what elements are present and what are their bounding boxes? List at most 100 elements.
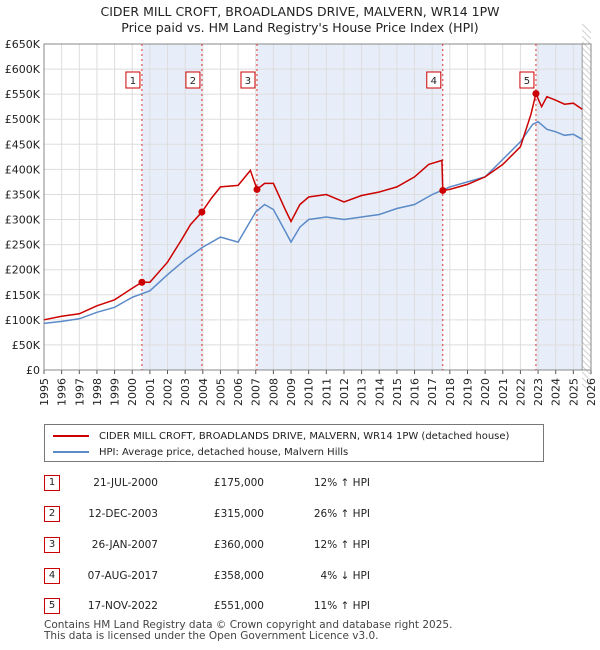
projection-hatch [581, 215, 592, 226]
x-tick-label: 2025 [567, 378, 580, 406]
x-tick-label: 2013 [356, 378, 369, 406]
projection-hatch [581, 173, 592, 184]
projection-hatch [581, 269, 592, 280]
legend-label-hpi: HPI: Average price, detached house, Malv… [99, 446, 349, 458]
projection-hatch [581, 197, 592, 208]
projection-hatch [581, 383, 592, 394]
sale-date: 12-DEC-2003 [88, 508, 158, 520]
x-tick-label: 2016 [409, 378, 422, 406]
chart-title: CIDER MILL CROFT, BROADLANDS DRIVE, MALV… [100, 4, 500, 19]
projection-hatch [581, 323, 592, 334]
x-tick-label: 2023 [532, 378, 545, 406]
sale-date: 26-JAN-2007 [91, 539, 158, 551]
projection-hatch [581, 353, 592, 364]
projection-hatch [581, 65, 592, 76]
legend-item-hpi: HPI: Average price, detached house, Malv… [53, 444, 348, 460]
y-tick-label: £300K [5, 214, 41, 227]
sale-date: 07-AUG-2017 [87, 570, 158, 582]
projection-hatch [581, 305, 592, 316]
projection-hatch [581, 101, 592, 112]
x-tick-label: 2024 [550, 378, 563, 406]
x-tick-label: 1998 [91, 378, 104, 406]
projection-hatch [581, 59, 592, 70]
sale-hpi-diff: 12% ↑ HPI [313, 477, 370, 489]
projection-hatch [581, 23, 592, 34]
sale-point [439, 186, 447, 194]
projection-hatch [581, 107, 592, 118]
projection-hatch [581, 257, 592, 268]
y-tick-label: £350K [5, 188, 41, 201]
sale-date: 17-NOV-2022 [87, 600, 158, 612]
sale-label-number: 4 [431, 76, 437, 87]
x-tick-label: 2002 [162, 378, 175, 406]
y-tick-label: £50K [12, 339, 41, 352]
x-tick-label: 2006 [232, 378, 245, 406]
x-tick-label: 1995 [38, 378, 51, 406]
projection-hatch [581, 377, 592, 388]
projection-hatch [581, 359, 592, 370]
sale-number: 5 [44, 598, 60, 614]
sale-label-box [240, 71, 256, 89]
ownership-shade [141, 44, 202, 370]
x-tick-label: 2010 [303, 378, 316, 406]
sale-price: £315,000 [213, 508, 264, 520]
x-tick-label: 2004 [197, 378, 210, 406]
projection-hatch [581, 119, 592, 130]
sale-number: 4 [44, 568, 60, 584]
projection-hatch [581, 203, 592, 214]
projection-hatch [581, 95, 592, 106]
x-tick-label: 2021 [497, 378, 510, 406]
projection-hatch [581, 209, 592, 220]
y-tick-label: £500K [5, 113, 41, 126]
projection-hatch [581, 191, 592, 202]
y-tick-label: £600K [5, 63, 41, 76]
sale-point [253, 185, 261, 193]
x-tick-label: 2026 [585, 378, 598, 406]
sale-number: 3 [44, 537, 60, 553]
projection-hatch [581, 251, 592, 262]
y-tick-label: £400K [5, 163, 41, 176]
projection-hatch [581, 113, 592, 124]
projection-hatch [581, 155, 592, 166]
property-series-line [43, 91, 583, 321]
footer-attribution: Contains HM Land Registry data © Crown c… [44, 620, 452, 642]
projection-hatch [581, 47, 592, 58]
x-tick-label: 2014 [373, 378, 386, 406]
y-tick-label: £250K [5, 239, 41, 252]
sale-point [138, 278, 146, 286]
y-tick-label: £150K [5, 289, 41, 302]
x-tick-label: 2019 [461, 378, 474, 406]
x-tick-label: 2017 [426, 378, 439, 406]
sale-hpi-diff: 12% ↑ HPI [313, 539, 370, 551]
chart-subtitle: Price paid vs. HM Land Registry's House … [121, 20, 479, 35]
x-tick-label: 2007 [250, 378, 263, 406]
sale-number: 2 [44, 506, 60, 522]
projection-hatch [581, 131, 592, 142]
sale-price: £358,000 [213, 570, 264, 582]
projection-hatch [581, 143, 592, 154]
y-tick-label: £450K [5, 138, 41, 151]
x-tick-label: 1997 [73, 378, 86, 406]
footer-line-1: Contains HM Land Registry data © Crown c… [44, 619, 453, 631]
projection-hatch [581, 35, 592, 46]
sale-row: 3 26-JAN-2007 £360,000 12% ↑ HPI [0, 537, 600, 557]
sale-label-box [519, 71, 535, 89]
sale-price: £360,000 [213, 539, 264, 551]
projection-hatch [581, 371, 592, 382]
ownership-shade [256, 44, 443, 370]
sale-price: £175,000 [213, 477, 264, 489]
sale-hpi-diff: 4% ↓ HPI [320, 570, 370, 582]
projection-hatch [581, 83, 592, 94]
sale-number: 1 [44, 475, 60, 491]
x-tick-label: 1996 [56, 378, 69, 406]
x-tick-label: 2000 [126, 378, 139, 406]
sale-hpi-diff: 11% ↑ HPI [313, 600, 370, 612]
legend-item-property: CIDER MILL CROFT, BROADLANDS DRIVE, MALV… [53, 428, 509, 444]
sale-hpi-diff: 26% ↑ HPI [313, 508, 370, 520]
sale-row: 5 17-NOV-2022 £551,000 11% ↑ HPI [0, 598, 600, 618]
projection-hatch [581, 335, 592, 346]
projection-hatch [581, 287, 592, 298]
projection-hatch [581, 227, 592, 238]
sale-label-number: 1 [130, 76, 136, 87]
sale-label-box [125, 71, 141, 89]
